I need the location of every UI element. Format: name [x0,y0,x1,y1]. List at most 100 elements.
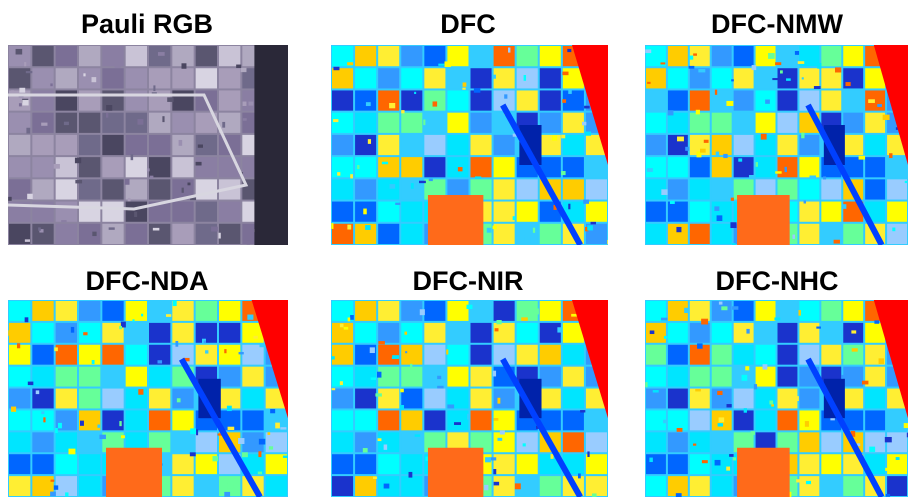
field [712,476,732,496]
field [219,224,240,244]
speckle [166,314,171,317]
field [690,389,710,409]
speckle [236,65,241,68]
speckle [259,439,265,445]
speckle [661,318,667,321]
speckle [746,140,751,143]
speckle [224,349,226,353]
field [332,90,353,110]
speckle [337,172,340,176]
speckle [269,446,273,449]
speckle [729,454,733,457]
speckle [664,336,667,339]
field [690,113,710,133]
field [540,345,561,365]
speckle [68,449,75,455]
speckle [726,101,733,106]
speckle [645,382,647,387]
field [149,135,170,155]
field [32,301,53,321]
field [79,46,100,66]
field [799,432,819,452]
field [424,301,445,321]
field [102,202,123,222]
speckle [493,226,497,230]
speckle [228,427,235,430]
field [56,454,77,474]
panel-title: DFC-NDA [86,266,209,296]
field [149,367,170,387]
field [799,454,819,474]
field [149,179,170,199]
panel-image [645,300,909,497]
speckle [157,360,162,363]
field [756,323,776,343]
field [32,157,53,177]
field [126,135,147,155]
field [756,301,776,321]
speckle [702,460,708,463]
field [734,157,754,177]
speckle [696,110,700,115]
speckle [717,391,722,395]
field [646,367,666,387]
speckle [378,341,385,344]
speckle [582,122,586,126]
speckle [347,62,353,65]
speckle [75,158,81,164]
speckle [121,435,125,438]
speckle [550,454,553,459]
panel-title: DFC-NMW [711,9,843,39]
speckle [378,438,382,441]
field [540,389,561,409]
speckle [653,390,659,392]
field [196,68,217,88]
speckle [429,179,433,182]
field [196,432,217,452]
field [778,113,798,133]
field [149,113,170,133]
field [102,367,123,387]
field [517,432,538,452]
field [712,46,732,66]
speckle [24,62,26,66]
speckle [423,120,425,126]
panel-title: Pauli RGB [81,9,213,39]
field [471,345,492,365]
field [540,323,561,343]
field [196,46,217,66]
speckle [809,175,816,178]
field [219,202,240,222]
field [734,410,754,430]
speckle [395,203,400,205]
speckle [562,99,566,103]
speckle [695,389,701,391]
field [196,345,217,365]
field [102,301,123,321]
field [79,367,100,387]
field [887,476,907,496]
field [799,301,819,321]
field [586,454,607,474]
speckle [198,144,203,147]
field [471,46,492,66]
field [865,389,885,409]
speckle [153,85,155,91]
speckle [19,103,22,106]
speckle [438,64,444,66]
field [102,46,123,66]
field [401,46,422,66]
field [219,389,240,409]
speckle [92,77,97,82]
field [196,476,217,496]
field [471,389,492,409]
speckle [806,481,811,484]
field [242,367,263,387]
field [586,202,607,222]
speckle [138,389,143,395]
field [517,90,538,110]
speckle [415,434,421,436]
field [540,113,561,133]
field [517,345,538,365]
field [355,113,376,133]
